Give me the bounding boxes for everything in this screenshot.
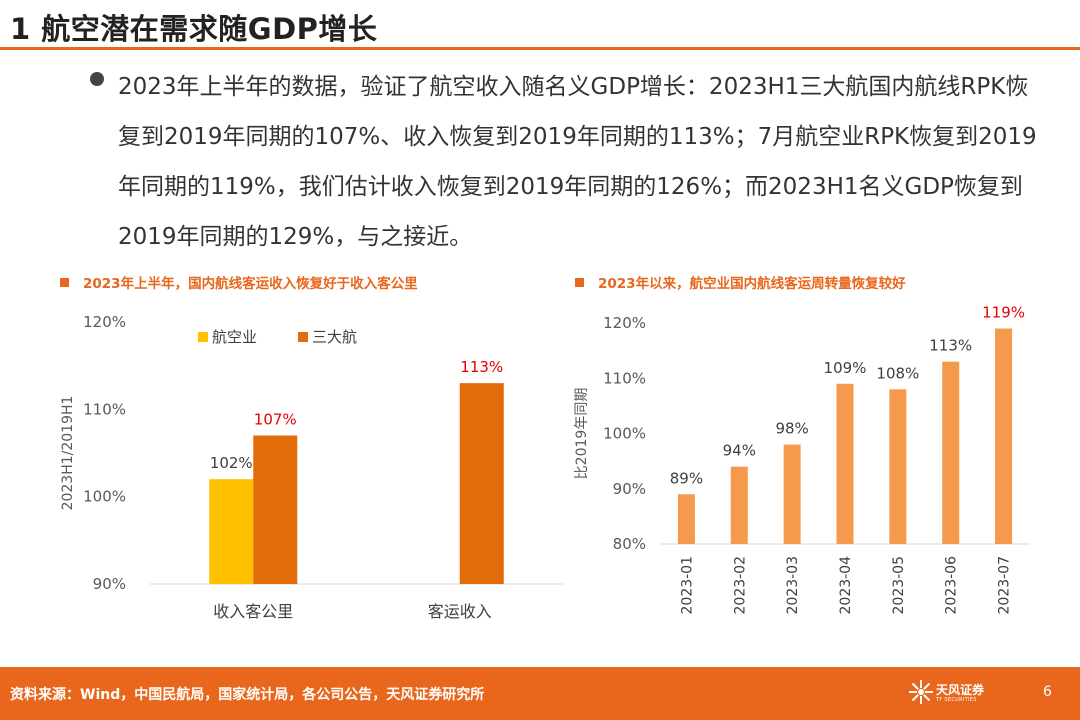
chart2-x-tick-label: 2023-03 — [785, 556, 801, 615]
chart2-x-tick-label: 2023-06 — [944, 556, 960, 615]
chart1-bar-industry — [209, 479, 254, 584]
company-logo: 天风证券 TF SECURITIES — [908, 679, 1008, 711]
chart2-x-tick-label: 2023-04 — [838, 556, 854, 615]
chart2-bar — [995, 328, 1013, 544]
bullet-dot-icon — [90, 72, 104, 86]
chart2-x-tick-label: 2023-02 — [732, 556, 748, 615]
chart2-bar — [889, 389, 907, 544]
logo-subtitle: TF SECURITIES — [936, 697, 977, 703]
chart2-y-tick-label: 90% — [613, 480, 646, 498]
chart1-revenue-vs-rpk: 90% 100% 110% 120% 2023H1/2019H1 收入客公里 102% 107… — [60, 304, 1030, 621]
chart2-y-tick-label: 80% — [613, 535, 646, 553]
chart1-legend-label: 航空业 — [212, 328, 257, 346]
chart2-data-label: 119% — [982, 304, 1025, 322]
chart1-bar-big-three — [459, 383, 504, 584]
chart1-title: 2023年上半年，国内航线客运收入恢复好于收入客公里 — [83, 276, 418, 292]
chart2-bar — [730, 466, 748, 544]
chart1-heading: 2023年上半年，国内航线客运收入恢复好于收入客公里 — [60, 272, 418, 292]
page-title: 1 航空潜在需求随GDP增长 — [10, 12, 378, 46]
chart2-x-tick-label: 2023-05 — [891, 556, 907, 615]
chart1-x-tick-label: 客运收入 — [428, 602, 492, 621]
chart1-legend-label: 三大航 — [312, 328, 357, 346]
chart2-bar — [836, 383, 854, 544]
chart1-y-tick-label: 120% — [83, 313, 126, 331]
chart2-y-tick-label: 120% — [603, 314, 646, 332]
chart2-title: 2023年以来，航空业国内航线客运周转量恢复较好 — [598, 276, 906, 292]
chart1-legend-swatch — [198, 332, 208, 342]
chart2-y-tick-label: 110% — [603, 369, 646, 387]
chart1-data-label: 102% — [210, 454, 253, 472]
chart2-bar — [942, 361, 960, 544]
chart2-data-label: 94% — [723, 442, 756, 460]
chart2-x-tick-label: 2023-01 — [679, 556, 695, 615]
title-divider — [0, 47, 1080, 50]
chart2-data-label: 98% — [775, 420, 808, 438]
footer-bar: 资料来源：Wind，中国民航局，国家统计局，各公司公告，天风证券研究所 天风证券… — [0, 667, 1080, 720]
logo-name: 天风证券 — [936, 683, 985, 697]
chart2-data-label: 109% — [824, 359, 867, 377]
chart2-data-label: 108% — [876, 364, 919, 382]
chart2-bar — [783, 444, 801, 544]
bullet-text: 2023年上半年的数据，验证了航空收入随名义GDP增长：2023H1三大航国内航… — [118, 74, 1037, 250]
footer-source: 资料来源：Wind，中国民航局，国家统计局，各公司公告，天风证券研究所 — [10, 687, 485, 703]
chart1-y-tick-label: 100% — [83, 488, 126, 506]
page-number: 6 — [1043, 684, 1052, 700]
chart2-heading: 2023年以来，航空业国内航线客运周转量恢复较好 — [575, 272, 906, 292]
chart1-y-tick-label: 110% — [83, 400, 126, 418]
chart1-x-tick-label: 收入客公里 — [213, 602, 293, 621]
chart2-bar — [677, 494, 695, 544]
starburst-logo-icon — [909, 680, 933, 704]
square-bullet-icon — [60, 278, 69, 287]
chart1-legend-swatch — [298, 332, 308, 342]
chart2-data-label: 113% — [929, 337, 972, 355]
chart1-data-label: 107% — [254, 411, 297, 429]
chart2-data-label: 89% — [670, 469, 703, 487]
chart1-y-axis-label: 2023H1/2019H1 — [60, 396, 76, 511]
chart2-x-tick-label: 2023-07 — [997, 556, 1013, 615]
chart1-bar-big-three — [253, 435, 298, 584]
chart2-y-tick-label: 100% — [603, 425, 646, 443]
chart1-y-tick-label: 90% — [93, 575, 126, 593]
chart2-y-axis-label: 比2019年同期 — [574, 388, 590, 480]
chart1-data-label: 113% — [460, 358, 503, 376]
square-bullet-icon — [575, 278, 584, 287]
